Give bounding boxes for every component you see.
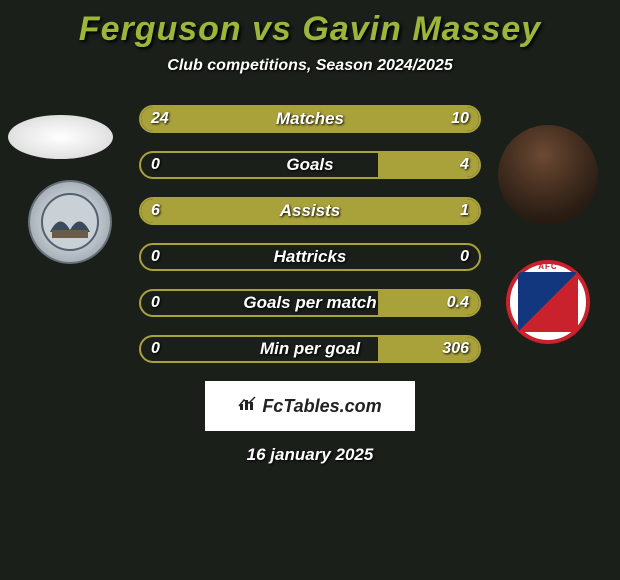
stat-value-left: 0 xyxy=(151,243,160,271)
stat-value-right: 10 xyxy=(451,105,469,133)
stat-value-right: 306 xyxy=(442,335,469,363)
stat-row: 0 4 Goals xyxy=(139,151,481,181)
stat-row: 0 0 Hattricks xyxy=(139,243,481,273)
comparison-card: Ferguson vs Gavin Massey Club competitio… xyxy=(0,0,620,580)
stat-value-left: 0 xyxy=(151,151,160,179)
stat-value-left: 0 xyxy=(151,289,160,317)
stat-label: Matches xyxy=(276,105,344,133)
stat-row: 6 1 Assists xyxy=(139,197,481,227)
stat-label: Min per goal xyxy=(260,335,360,363)
stat-label: Goals xyxy=(286,151,333,179)
stat-row: 0 0.4 Goals per match xyxy=(139,289,481,319)
subtitle: Club competitions, Season 2024/2025 xyxy=(0,57,620,75)
stats-comparison: 2410Matches04Goals61Assists00Hattricks00… xyxy=(0,105,620,365)
brand-text: FcTables.com xyxy=(262,396,381,417)
generated-date: 16 january 2025 xyxy=(0,445,620,465)
stat-value-left: 0 xyxy=(151,335,160,363)
brand-footer[interactable]: FcTables.com xyxy=(205,381,415,431)
stat-label: Goals per match xyxy=(243,289,376,317)
stat-value-right: 4 xyxy=(460,151,469,179)
stat-label: Assists xyxy=(280,197,340,225)
page-title: Ferguson vs Gavin Massey xyxy=(0,10,620,49)
stat-bar-right xyxy=(431,199,479,223)
stat-value-left: 6 xyxy=(151,197,160,225)
stat-value-right: 0.4 xyxy=(447,289,469,317)
stat-row: 24 10 Matches xyxy=(139,105,481,135)
stat-value-left: 24 xyxy=(151,105,169,133)
stat-value-right: 0 xyxy=(460,243,469,271)
stat-label: Hattricks xyxy=(274,243,347,271)
stat-row: 0 306 Min per goal xyxy=(139,335,481,365)
chart-icon xyxy=(238,396,258,417)
stat-value-right: 1 xyxy=(460,197,469,225)
